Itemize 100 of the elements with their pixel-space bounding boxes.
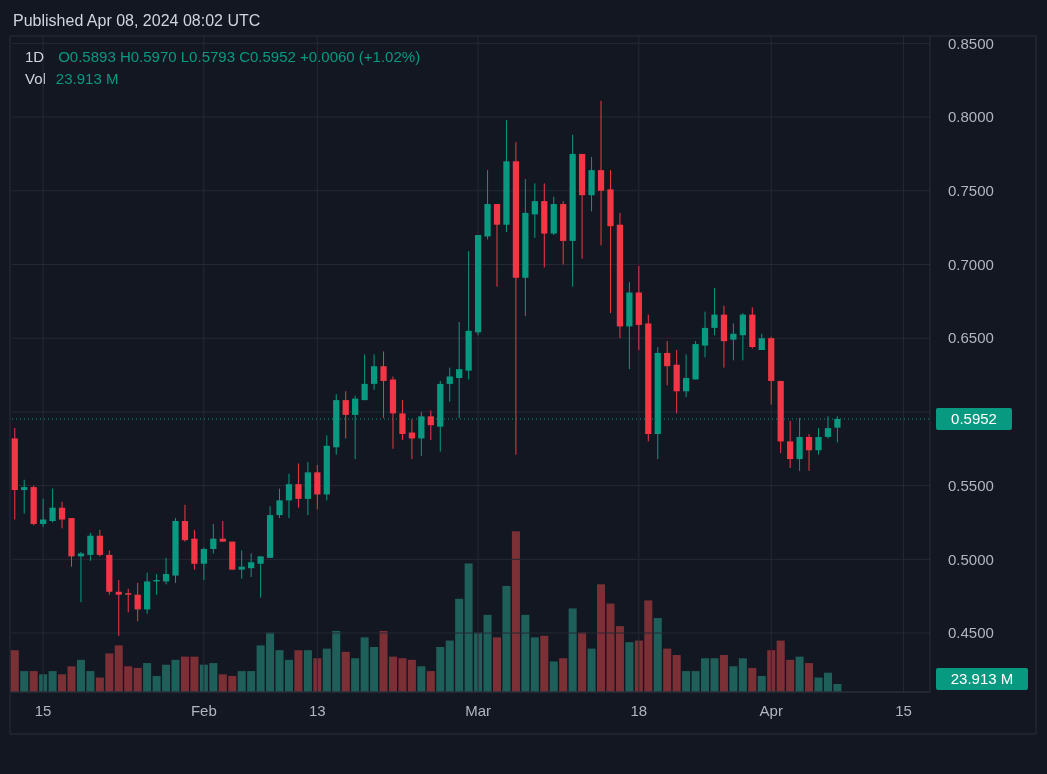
bar — [549, 661, 558, 692]
candlestick — [711, 287, 718, 336]
bar — [805, 663, 814, 692]
candlestick — [370, 353, 378, 391]
candlestick — [446, 367, 453, 403]
candlestick — [49, 488, 56, 523]
candlestick — [805, 433, 813, 472]
candlestick — [664, 340, 671, 386]
candlestick — [493, 203, 501, 288]
candlestick — [380, 350, 387, 419]
y-tick-label: 0.8500 — [948, 34, 994, 52]
y-tick-label: 0.6500 — [948, 329, 994, 347]
bar — [20, 671, 29, 692]
bar — [133, 667, 142, 692]
bar — [540, 635, 549, 692]
candlestick — [295, 463, 302, 509]
bar — [417, 666, 426, 692]
candlestick — [787, 420, 794, 469]
bar — [143, 663, 152, 692]
candlestick — [361, 353, 368, 401]
candlestick — [21, 479, 28, 515]
candlestick — [162, 557, 170, 585]
y-tick-label: 0.5000 — [948, 550, 994, 568]
text: 23.913 M — [950, 670, 1014, 688]
bar — [672, 655, 681, 692]
candlestick — [285, 473, 293, 519]
y-tick-label: 0.8000 — [948, 108, 994, 126]
candlestick — [399, 399, 406, 441]
bar — [29, 671, 38, 692]
bar — [559, 658, 568, 692]
y-tick-label: 0.4500 — [948, 624, 994, 642]
candlestick — [342, 390, 349, 439]
candlestick — [683, 353, 690, 398]
bar — [48, 671, 57, 692]
candlestick — [77, 551, 85, 603]
bar — [682, 671, 691, 692]
bar — [663, 648, 672, 692]
candlestick — [701, 311, 709, 358]
candlestick — [257, 555, 264, 599]
candlestick — [58, 501, 66, 529]
bar — [511, 531, 520, 692]
bar — [757, 675, 766, 692]
x-tick-label: 15 — [895, 702, 912, 719]
candlestick — [125, 588, 132, 613]
candlestick — [219, 520, 226, 543]
bar — [615, 626, 624, 692]
bar — [625, 642, 634, 692]
text: 1D — [25, 48, 45, 65]
candlestick — [314, 464, 321, 510]
bar — [483, 614, 492, 692]
bar — [748, 667, 757, 692]
bar — [795, 656, 804, 692]
candlestick — [531, 182, 538, 239]
candlestick — [115, 579, 122, 637]
candlestick — [87, 532, 94, 562]
x-tick-label: Feb — [190, 702, 217, 719]
candlestick — [200, 547, 207, 581]
candlestick — [276, 488, 283, 519]
candlestick — [739, 312, 746, 361]
candlestick — [597, 100, 605, 246]
bar — [407, 659, 416, 692]
y-tick-label: 0.7000 — [948, 255, 994, 273]
bar — [10, 650, 19, 692]
bar — [341, 651, 350, 692]
bar — [568, 608, 577, 692]
candlestick — [456, 321, 463, 419]
bar — [530, 637, 539, 692]
bar — [653, 618, 662, 692]
candlestick — [96, 529, 103, 557]
bar — [436, 647, 445, 692]
bar — [729, 666, 738, 692]
bar — [294, 650, 303, 692]
bar — [521, 614, 530, 692]
candlestick — [134, 582, 141, 622]
candlestick — [730, 322, 737, 361]
candlestick — [824, 415, 832, 439]
x-tick-label: 18 — [630, 702, 648, 719]
bar — [578, 632, 587, 692]
bar — [738, 658, 747, 692]
candlestick — [427, 409, 434, 441]
annotation: 23.913 M — [55, 70, 119, 87]
bar — [303, 650, 312, 692]
x-tick-label: Mar — [465, 702, 492, 719]
y-tick-label: 0.5500 — [948, 476, 994, 494]
candlestick — [248, 552, 255, 578]
x-tick-label: 15 — [34, 702, 52, 719]
bar — [719, 655, 728, 692]
bar — [351, 658, 360, 692]
annotation: O0.5893 H0.5970 L0.5793 C0.5952 +0.0060 (+1.02%) — [58, 48, 421, 65]
x-tick-label: Apr — [759, 702, 783, 719]
annotation: Vol — [25, 70, 46, 87]
bar — [426, 671, 435, 692]
y-tick-label: 0.7500 — [948, 182, 994, 200]
bar — [492, 637, 502, 692]
x-tick-label: 13 — [309, 702, 326, 719]
candlestick — [238, 549, 245, 579]
candlestick — [210, 523, 217, 554]
candlestick — [181, 504, 189, 543]
ref-line-label: 0.5952 — [951, 410, 997, 428]
text: Published Apr 08, 2024 08:02 UTC — [13, 12, 261, 29]
